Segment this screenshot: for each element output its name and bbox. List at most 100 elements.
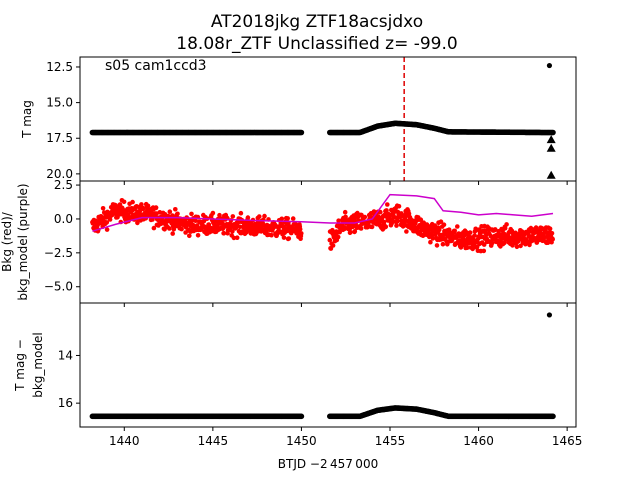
y-tick-label: 2.5 xyxy=(54,178,73,192)
bkg-point xyxy=(436,227,442,233)
chart-title-line-1: AT2018jkg ZTF18acsjdxo xyxy=(211,12,423,32)
bkg-point xyxy=(434,243,440,248)
bkg-point xyxy=(104,220,110,225)
panel-top-x-ticks xyxy=(123,181,568,185)
bkg-point xyxy=(438,219,444,224)
y-tick-label: 14 xyxy=(58,348,73,362)
bkg-point xyxy=(518,243,523,249)
bkg-point xyxy=(481,242,487,247)
x-tick-label: 1440 xyxy=(109,434,140,448)
panel-bottom: 14 16 1440 1445 1450 1455 1460 1465 T mag − bk… xyxy=(13,302,582,448)
y-tick-label: 12.5 xyxy=(46,60,73,74)
panel-middle-y-ticks: 2.5 0.0 −2.5 −5.0 xyxy=(44,178,80,294)
bkg-point xyxy=(135,220,140,226)
bkg-point xyxy=(153,205,159,210)
bkg-point xyxy=(151,225,157,231)
bkg-point xyxy=(221,231,227,236)
bkg-point xyxy=(121,199,127,205)
bkg-point xyxy=(335,234,341,240)
bkg-point xyxy=(549,231,555,236)
bkg-point xyxy=(245,215,251,220)
bkg-point xyxy=(279,216,285,222)
y-tick-label: −2.5 xyxy=(44,246,73,260)
upper-limit-triangle xyxy=(547,184,556,192)
data-marks xyxy=(89,312,556,420)
bkg-point xyxy=(285,216,291,221)
y-tick-label: 20.0 xyxy=(46,167,73,181)
bkg-point xyxy=(100,206,106,211)
bkg-point xyxy=(330,243,336,248)
bkg-point xyxy=(348,229,353,235)
bkg-point xyxy=(481,248,487,254)
panel-middle-x-ticks xyxy=(123,303,568,307)
bkg-point xyxy=(472,233,477,238)
sector-camera-annotation: s05 cam1ccd3 xyxy=(105,58,207,74)
bkg-point xyxy=(260,221,266,226)
bkg-point xyxy=(234,235,240,240)
bkg-point xyxy=(290,216,296,221)
bkg-point xyxy=(455,224,460,229)
bkg-point xyxy=(145,203,151,209)
bkg-point xyxy=(179,226,184,232)
panel-top-frame xyxy=(79,56,577,182)
bkg-point xyxy=(394,223,399,228)
upper-limit-triangle xyxy=(546,170,556,179)
bkg-point xyxy=(358,226,364,231)
panel-top-ylabel: T mag xyxy=(20,100,34,139)
bkg-point xyxy=(400,224,406,229)
bkg-point xyxy=(337,229,343,235)
panel-top-y-ticks: 12.5 15.0 17.5 20.0 xyxy=(46,60,80,181)
bkg-point xyxy=(432,223,438,228)
bkg-point xyxy=(396,204,402,209)
bkg-point xyxy=(140,206,146,211)
bkg-point xyxy=(231,235,237,241)
bkg-point xyxy=(441,222,447,227)
bkg-point xyxy=(299,231,304,236)
panel-middle: 2.5 0.0 −2.5 −5.0 Bkg (red)/ bkg_model (pur… xyxy=(0,178,577,307)
bkg-point xyxy=(369,224,375,230)
bkg-point xyxy=(139,202,144,207)
bkg-point xyxy=(362,214,368,220)
bkg-point xyxy=(550,236,555,242)
bkg-point xyxy=(395,219,400,224)
bkg-point xyxy=(490,240,495,246)
panel-bottom-ylabel-line-2: bkg_model xyxy=(31,332,45,398)
panel-top-marks xyxy=(89,57,556,192)
outlier-point xyxy=(546,62,553,69)
panel-bottom-frame xyxy=(79,302,577,428)
x-tick-label: 1450 xyxy=(286,434,317,448)
bkg-point xyxy=(464,245,470,250)
bkg-point xyxy=(467,230,473,235)
bkg-point xyxy=(343,214,348,220)
bkg-point xyxy=(327,237,333,243)
chart-title-line-2: 18.08r_ZTF Unclassified z= -99.0 xyxy=(176,34,457,54)
y-tick-label: −5.0 xyxy=(44,280,73,294)
panel-bottom-x-ticks: 1440 1445 1450 1455 1460 1465 xyxy=(109,427,582,448)
x-tick-label: 1455 xyxy=(375,434,406,448)
bkg-point xyxy=(210,210,216,216)
x-tick-label: 1460 xyxy=(463,434,494,448)
bkg-point xyxy=(130,199,135,205)
upper-limit-triangle xyxy=(546,135,556,144)
y-tick-label: 15.0 xyxy=(46,96,73,110)
x-tick-label: 1445 xyxy=(198,434,229,448)
bkg-point xyxy=(502,226,508,231)
panel-bottom-y-ticks: 14 16 xyxy=(58,348,80,410)
data-marks xyxy=(89,57,556,192)
y-tick-label: 16 xyxy=(58,396,73,410)
bkg-point xyxy=(428,239,433,245)
bkg-point xyxy=(175,211,180,217)
bkg-point xyxy=(342,209,348,215)
bkg-point xyxy=(167,209,173,214)
lightcurve-point xyxy=(298,413,305,420)
bkg-point xyxy=(167,226,172,231)
outlier-point xyxy=(546,312,553,318)
y-tick-label: 0.0 xyxy=(54,212,73,226)
x-tick-label: 1465 xyxy=(552,434,583,448)
bkg-point xyxy=(547,226,553,231)
panel-bottom-ylabel-line-1: T mag − xyxy=(13,339,27,392)
panel-top: 12.5 15.0 17.5 20.0 s05 cam1ccd3 T mag xyxy=(20,56,577,192)
y-tick-label: 17.5 xyxy=(46,131,73,145)
x-axis-label: BTJD −2 457 000 xyxy=(278,457,378,471)
